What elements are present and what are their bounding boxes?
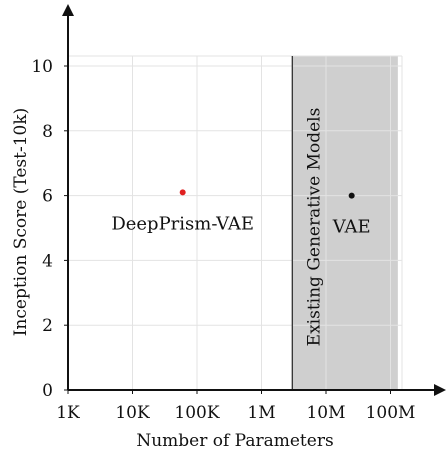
x-tick-label: 1K <box>56 403 80 423</box>
points-layer: DeepPrism-VAE VAE <box>111 189 371 238</box>
x-axis-arrow <box>434 384 446 396</box>
point-label-vae: VAE <box>332 217 371 238</box>
point-label-deepprism-vae: DeepPrism-VAE <box>111 213 254 234</box>
x-tick-label: 1M <box>247 403 275 423</box>
y-axis-label: Inception Score (Test-10k) <box>11 108 31 337</box>
ticks-layer: 1K 10K 100K 1M 10M 100M 0 2 4 6 8 10 <box>31 57 415 423</box>
x-tick-label: 100M <box>366 403 416 423</box>
y-tick-label: 10 <box>31 57 53 77</box>
region-layer <box>292 56 398 390</box>
y-tick-label: 4 <box>42 251 53 271</box>
grid-layer <box>68 55 403 390</box>
y-tick-label: 0 <box>42 381 53 401</box>
x-tick-label: 10K <box>115 403 150 423</box>
y-tick-label: 6 <box>42 187 53 207</box>
region-border-layer: Existing Generative Models <box>291 56 324 390</box>
existing-models-region <box>292 56 398 390</box>
y-tick-label: 2 <box>42 316 53 336</box>
x-tick-label: 10M <box>306 403 345 423</box>
x-axis-label: Number of Parameters <box>136 431 333 451</box>
y-axis-arrow <box>62 4 74 16</box>
existing-models-region-label: Existing Generative Models <box>304 108 324 347</box>
x-tick-label: 100K <box>174 403 219 423</box>
point-deepprism-vae <box>179 189 186 196</box>
y-tick-label: 8 <box>42 122 53 142</box>
point-vae <box>348 192 355 199</box>
axes-layer <box>62 4 446 396</box>
